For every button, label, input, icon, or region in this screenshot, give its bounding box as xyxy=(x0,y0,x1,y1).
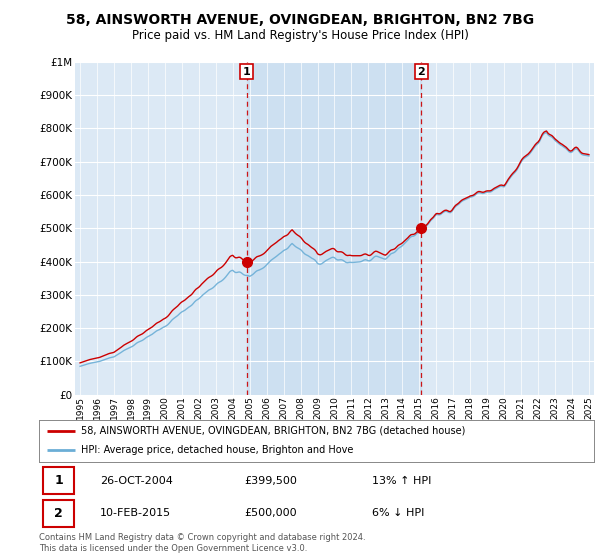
Text: 2: 2 xyxy=(55,507,63,520)
Text: 26-OCT-2004: 26-OCT-2004 xyxy=(100,476,173,486)
Text: HPI: Average price, detached house, Brighton and Hove: HPI: Average price, detached house, Brig… xyxy=(80,445,353,455)
Text: 2: 2 xyxy=(418,67,425,77)
Text: 1: 1 xyxy=(243,67,251,77)
Text: 13% ↑ HPI: 13% ↑ HPI xyxy=(372,476,431,486)
Text: 6% ↓ HPI: 6% ↓ HPI xyxy=(372,508,424,518)
FancyBboxPatch shape xyxy=(43,500,74,526)
Text: 10-FEB-2015: 10-FEB-2015 xyxy=(100,508,171,518)
Text: 58, AINSWORTH AVENUE, OVINGDEAN, BRIGHTON, BN2 7BG: 58, AINSWORTH AVENUE, OVINGDEAN, BRIGHTO… xyxy=(66,13,534,27)
Text: £500,000: £500,000 xyxy=(244,508,297,518)
FancyBboxPatch shape xyxy=(43,468,74,494)
Text: 1: 1 xyxy=(55,474,63,487)
Text: 58, AINSWORTH AVENUE, OVINGDEAN, BRIGHTON, BN2 7BG (detached house): 58, AINSWORTH AVENUE, OVINGDEAN, BRIGHTO… xyxy=(80,426,465,436)
Text: £399,500: £399,500 xyxy=(244,476,297,486)
Text: Contains HM Land Registry data © Crown copyright and database right 2024.
This d: Contains HM Land Registry data © Crown c… xyxy=(39,533,365,553)
Text: Price paid vs. HM Land Registry's House Price Index (HPI): Price paid vs. HM Land Registry's House … xyxy=(131,29,469,42)
